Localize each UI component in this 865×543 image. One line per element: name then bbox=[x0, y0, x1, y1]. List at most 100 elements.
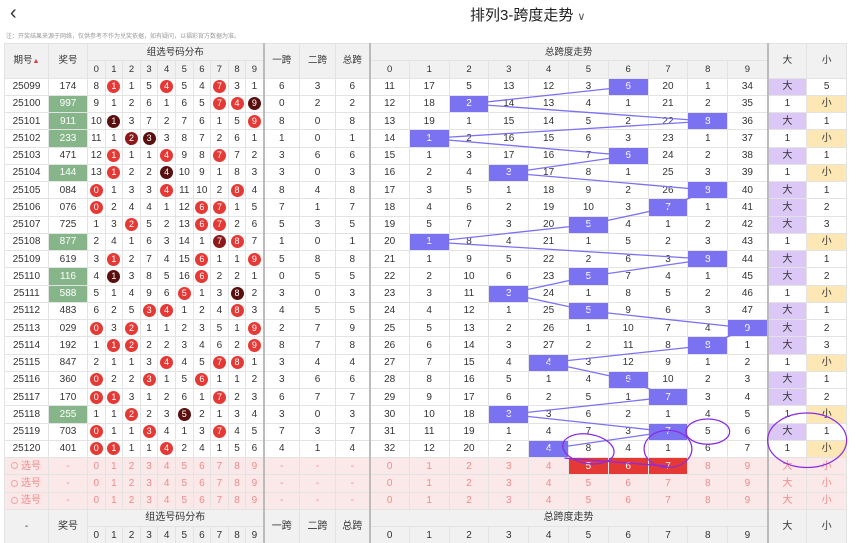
chevron-down-icon[interactable]: ∨ bbox=[577, 11, 586, 23]
select-num-button[interactable]: 9 bbox=[245, 456, 265, 476]
select-num-button[interactable]: 6 bbox=[192, 474, 212, 493]
select-num-button[interactable]: 5 bbox=[174, 491, 194, 510]
select-span-button[interactable]: 6 bbox=[607, 491, 649, 510]
select-num-button[interactable]: 9 bbox=[245, 491, 265, 510]
dist-cell: 1 bbox=[104, 146, 124, 165]
select-num-button[interactable]: 5 bbox=[174, 456, 194, 476]
select-num-button[interactable]: 6 bbox=[192, 456, 212, 476]
select-num-button[interactable]: 4 bbox=[157, 474, 176, 493]
dist-cell: 1 bbox=[104, 353, 124, 372]
select-num-button[interactable]: 7 bbox=[210, 456, 229, 476]
select-num-button[interactable]: 9 bbox=[245, 474, 265, 493]
select-span-button[interactable]: 3 bbox=[488, 474, 530, 493]
trend-cell: 13 bbox=[368, 111, 410, 131]
select-span-button[interactable]: 3 bbox=[488, 491, 530, 510]
sort-icon[interactable]: ▲ bbox=[32, 57, 40, 65]
select-label[interactable]: 选号 bbox=[4, 474, 49, 493]
select-span-button[interactable]: 1 bbox=[408, 456, 450, 476]
select-radio-icon[interactable] bbox=[11, 462, 18, 470]
select-num-button[interactable]: 4 bbox=[157, 456, 176, 476]
select-span-button[interactable]: 1 bbox=[408, 474, 450, 493]
dist-cell: 2 bbox=[122, 336, 141, 355]
select-num-button[interactable]: 8 bbox=[227, 474, 247, 493]
dist-cell: 3 bbox=[192, 318, 212, 338]
trend-cell: 2 bbox=[687, 94, 729, 114]
trend-cell: 3 bbox=[607, 422, 649, 441]
select-span-button[interactable]: 0 bbox=[368, 474, 410, 493]
select-num-button[interactable]: 2 bbox=[122, 474, 141, 493]
select-small-button[interactable]: 小 bbox=[806, 456, 848, 476]
select-num-button[interactable]: 4 bbox=[157, 491, 176, 510]
select-num-button[interactable]: 6 bbox=[192, 491, 212, 510]
select-label[interactable]: 选号 bbox=[4, 491, 49, 510]
select-radio-icon[interactable] bbox=[11, 479, 18, 487]
back-chevron-icon[interactable]: ‹ bbox=[10, 2, 17, 24]
select-span-button[interactable]: 6 bbox=[607, 456, 649, 476]
issue-header[interactable]: 期号▲ bbox=[4, 43, 49, 79]
select-num-button[interactable]: 0 bbox=[87, 491, 106, 510]
trend-cell: 4 bbox=[408, 301, 450, 321]
two-span-cell: 3 bbox=[299, 422, 337, 441]
select-span-button[interactable]: 1 bbox=[408, 491, 450, 510]
select-span-button[interactable]: 7 bbox=[647, 456, 689, 476]
select-num-button[interactable]: 8 bbox=[227, 491, 247, 510]
select-span-button[interactable]: 5 bbox=[568, 491, 609, 510]
select-span-button[interactable]: 4 bbox=[528, 474, 569, 493]
select-num-button[interactable]: 3 bbox=[139, 456, 159, 476]
select-num-button[interactable]: 5 bbox=[174, 474, 194, 493]
select-span-button[interactable]: 4 bbox=[528, 456, 569, 476]
select-span-button[interactable]: 9 bbox=[727, 456, 769, 476]
select-num-button[interactable]: 2 bbox=[122, 491, 141, 510]
select-span-button[interactable]: 7 bbox=[647, 474, 689, 493]
select-small-button[interactable]: 小 bbox=[806, 474, 848, 493]
dist-cell: 2 bbox=[139, 163, 159, 183]
select-num-button[interactable]: 0 bbox=[87, 474, 106, 493]
select-small-button[interactable]: 小 bbox=[806, 491, 848, 510]
select-num-button[interactable]: 1 bbox=[104, 474, 124, 493]
select-big-button[interactable]: 大 bbox=[766, 491, 808, 510]
select-num-button[interactable]: 1 bbox=[104, 491, 124, 510]
select-label[interactable]: 选号 bbox=[4, 456, 49, 476]
dist-cell: 2 bbox=[157, 387, 176, 407]
select-span-button[interactable]: 0 bbox=[368, 456, 410, 476]
select-span-button[interactable]: 2 bbox=[448, 474, 490, 493]
select-num-button[interactable]: 8 bbox=[227, 456, 247, 476]
select-span-button[interactable]: 8 bbox=[687, 474, 729, 493]
dist-cell: 5 bbox=[157, 267, 176, 286]
number-ball: 7 bbox=[212, 97, 226, 111]
select-radio-icon[interactable] bbox=[11, 496, 18, 504]
select-span-button[interactable]: 6 bbox=[607, 474, 649, 493]
trend-cell: 4 bbox=[448, 163, 490, 183]
select-big-button[interactable]: 大 bbox=[766, 456, 808, 476]
select-span-button[interactable]: 4 bbox=[528, 491, 569, 510]
number-ball: 1 bbox=[107, 390, 121, 404]
select-num-button[interactable]: 1 bbox=[104, 456, 124, 476]
select-span-button[interactable]: 2 bbox=[448, 456, 490, 476]
trend-cell: 1 bbox=[408, 249, 450, 269]
number-ball: 9 bbox=[247, 114, 261, 128]
table-row: 25099 174 8 1 1 5 4 5 4 7 3 1 6 3 6 11 17 5 13 12 3 6 20 1 34 大 5 bbox=[4, 77, 848, 96]
trend-cell: 13 bbox=[448, 318, 490, 338]
trend-cell: 3 bbox=[687, 163, 729, 183]
page-title[interactable]: 排列3-跨度走势 ∨ bbox=[470, 4, 670, 25]
select-span-button[interactable]: 9 bbox=[727, 474, 769, 493]
select-span-button[interactable]: 5 bbox=[568, 474, 609, 493]
select-num-button[interactable]: 7 bbox=[210, 474, 229, 493]
select-total-span: - bbox=[335, 474, 371, 493]
select-span-button[interactable]: 9 bbox=[727, 491, 769, 510]
select-num-button[interactable]: 7 bbox=[210, 491, 229, 510]
select-num-button[interactable]: 3 bbox=[139, 474, 159, 493]
select-num-button[interactable]: 0 bbox=[87, 456, 106, 476]
select-span-button[interactable]: 8 bbox=[687, 491, 729, 510]
select-span-button[interactable]: 5 bbox=[568, 456, 609, 476]
select-num-button[interactable]: 2 bbox=[122, 456, 141, 476]
two-span-cell: 7 bbox=[299, 387, 337, 407]
select-big-button[interactable]: 大 bbox=[766, 474, 808, 493]
select-span-button[interactable]: 3 bbox=[488, 456, 530, 476]
select-span-button[interactable]: 8 bbox=[687, 456, 729, 476]
select-span-button[interactable]: 7 bbox=[647, 491, 689, 510]
select-span-button[interactable]: 0 bbox=[368, 491, 410, 510]
dist-cell: 5 bbox=[122, 301, 141, 321]
select-num-button[interactable]: 3 bbox=[139, 491, 159, 510]
select-span-button[interactable]: 2 bbox=[448, 491, 490, 510]
